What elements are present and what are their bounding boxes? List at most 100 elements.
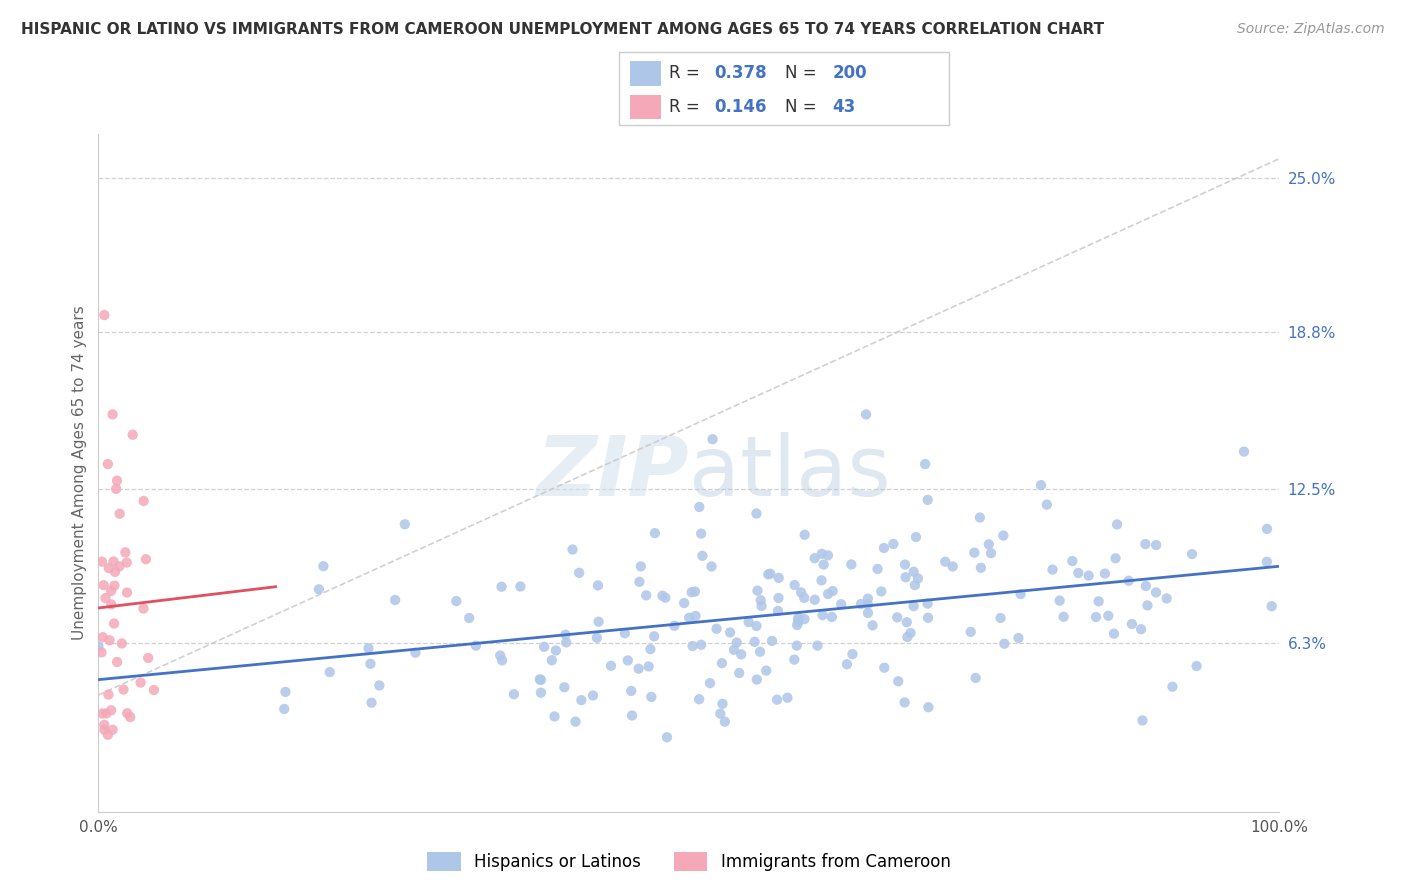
Point [132, 494, 155, 508]
Point [873, 661, 896, 675]
Point [112, 682, 135, 697]
Point [318, 665, 340, 679]
Point [105, 655, 128, 669]
Point [813, 558, 835, 572]
Point [105, 474, 128, 488]
Point [793, 528, 815, 542]
Point [582, 689, 605, 703]
Point [709, 706, 731, 721]
Point [755, 664, 778, 678]
Point [87, 640, 110, 654]
Point [904, 578, 927, 592]
Point [503, 687, 526, 701]
Point [766, 604, 789, 618]
Point [744, 635, 766, 649]
Point [1094, 566, 1116, 581]
Text: 0.146: 0.146 [714, 98, 766, 116]
Point [101, 723, 124, 737]
Point [664, 619, 686, 633]
Point [839, 558, 862, 572]
Point [103, 578, 125, 592]
Y-axis label: Unemployment Among Ages 65 to 74 years: Unemployment Among Ages 65 to 74 years [72, 305, 87, 640]
Point [730, 648, 752, 662]
Point [117, 706, 139, 721]
Point [93, 578, 115, 592]
Point [636, 588, 658, 602]
Point [821, 584, 844, 599]
Point [723, 642, 745, 657]
Point [1256, 522, 1278, 536]
Point [1256, 555, 1278, 569]
Point [136, 651, 159, 665]
Point [620, 684, 643, 698]
Point [934, 555, 956, 569]
Point [1049, 593, 1071, 607]
Point [783, 578, 806, 592]
Point [993, 637, 1015, 651]
Point [917, 597, 939, 611]
Point [100, 584, 122, 599]
Point [90, 645, 112, 659]
Point [959, 624, 981, 639]
Point [821, 610, 844, 624]
Point [787, 615, 810, 630]
Point [1185, 659, 1208, 673]
Point [1144, 585, 1167, 599]
Point [97, 561, 120, 575]
Point [142, 683, 165, 698]
Point [690, 638, 713, 652]
Point [135, 552, 157, 566]
Point [749, 593, 772, 607]
Point [751, 599, 773, 613]
Point [643, 629, 665, 643]
Point [530, 686, 553, 700]
Point [706, 622, 728, 636]
Point [685, 609, 707, 624]
Point [970, 561, 993, 575]
Point [101, 408, 124, 422]
Point [540, 653, 562, 667]
Point [817, 587, 839, 601]
Point [103, 554, 125, 568]
Point [93, 723, 115, 737]
Point [893, 695, 915, 709]
Point [97, 688, 120, 702]
Point [990, 611, 1012, 625]
Point [586, 578, 609, 592]
Point [509, 580, 531, 594]
Point [312, 559, 335, 574]
Point [993, 528, 1015, 542]
Point [129, 675, 152, 690]
Point [887, 674, 910, 689]
Text: atlas: atlas [689, 433, 890, 513]
Text: R =: R = [669, 64, 706, 82]
Point [688, 692, 710, 706]
Point [849, 597, 872, 611]
Point [896, 615, 918, 630]
Point [882, 537, 904, 551]
Point [718, 625, 741, 640]
Point [942, 559, 965, 574]
Point [617, 653, 640, 667]
Point [91, 630, 114, 644]
Point [1010, 587, 1032, 601]
Point [714, 714, 737, 729]
Point [711, 697, 734, 711]
Point [1135, 579, 1157, 593]
Point [1062, 554, 1084, 568]
Point [394, 517, 416, 532]
Point [600, 658, 623, 673]
Point [1087, 594, 1109, 608]
Text: R =: R = [669, 98, 706, 116]
Point [1233, 444, 1256, 458]
Point [870, 584, 893, 599]
Point [120, 710, 142, 724]
Point [384, 593, 406, 607]
Point [786, 618, 808, 632]
Point [491, 580, 513, 594]
Point [97, 728, 120, 742]
Point [568, 566, 591, 580]
Point [357, 641, 380, 656]
Point [273, 702, 295, 716]
Point [1135, 537, 1157, 551]
